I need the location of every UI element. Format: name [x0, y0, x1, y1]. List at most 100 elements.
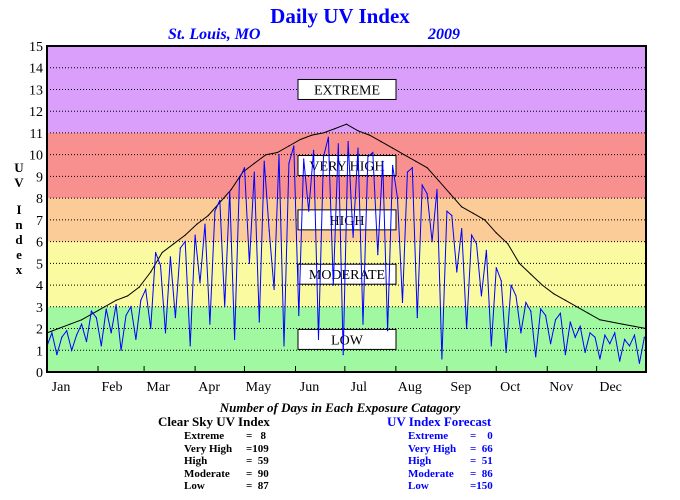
y-axis-label-letter: e: [16, 247, 22, 262]
y-tick-label: 4: [36, 279, 43, 294]
forecast-point: [90, 310, 93, 312]
forecast-point: [441, 358, 443, 360]
clear-sky-point: [299, 138, 302, 141]
clear-sky-point: [518, 262, 520, 264]
forecast-point: [303, 158, 305, 160]
forecast-point: [71, 349, 73, 351]
forecast-point: [327, 136, 329, 138]
forecast-point: [475, 243, 478, 245]
forecast-point: [604, 334, 606, 336]
forecast-point: [599, 358, 601, 360]
forecast-point: [540, 308, 542, 310]
forecast-point: [125, 314, 127, 317]
clear-sky-point: [80, 319, 83, 321]
category-label: VERY HIGH: [309, 160, 384, 175]
clear-sky-point: [184, 234, 186, 236]
y-tick-label: 1: [36, 344, 43, 359]
forecast-point: [401, 301, 404, 304]
forecast-point: [535, 356, 537, 358]
clear-sky-point: [426, 167, 428, 169]
forecast-point: [298, 314, 300, 317]
clear-sky-point: [173, 243, 175, 245]
y-axis-label-letter: x: [15, 262, 23, 277]
forecast-point: [214, 210, 216, 212]
forecast-point: [224, 306, 226, 308]
clear-sky-point: [564, 299, 566, 301]
clear-sky-point: [495, 232, 497, 234]
clear-sky-point: [541, 284, 543, 286]
forecast-point: [643, 336, 645, 338]
clear-sky-point: [311, 134, 313, 136]
clear-sky-point: [622, 323, 624, 325]
forecast-point: [199, 282, 201, 284]
forecast-point: [490, 345, 492, 347]
clear-sky-point: [633, 325, 636, 327]
y-tick-label: 0: [36, 366, 43, 381]
clear-sky-point: [415, 160, 417, 162]
forecast-point: [495, 267, 497, 269]
forecast-line: [46, 137, 645, 364]
clear-sky-point: [610, 321, 613, 323]
forecast-heading: UV Index Forecast: [387, 414, 492, 429]
forecast-point: [337, 143, 339, 145]
forecast-point: [209, 323, 211, 325]
clear-sky-point: [138, 286, 140, 288]
forecast-point: [229, 191, 231, 193]
year-subtitle: 2009: [428, 26, 460, 43]
category-label-box: [297, 78, 397, 100]
x-tick-label: Jul: [351, 380, 367, 395]
clear-sky-point: [115, 299, 117, 301]
forecast-point: [352, 236, 354, 238]
x-tick-label: Aug: [398, 380, 422, 395]
x-tick-label: Sep: [450, 380, 471, 395]
clear-sky-point: [288, 145, 290, 147]
clear-sky-point: [253, 162, 255, 164]
forecast-point: [61, 336, 63, 338]
clear-sky-point: [345, 123, 348, 125]
forecast-point: [105, 308, 107, 310]
forecast-point: [263, 160, 265, 162]
forecast-point: [510, 284, 512, 286]
clear-sky-point: [103, 306, 106, 308]
forecast-point: [411, 167, 413, 169]
category-label: HIGH: [330, 214, 365, 229]
forecast-point: [579, 325, 581, 327]
forecast-point: [342, 354, 344, 356]
forecast-point: [312, 149, 315, 151]
forecast-point: [480, 295, 483, 297]
clear-sky-point: [599, 319, 601, 321]
forecast-point: [633, 334, 636, 336]
clear-sky-row: Moderate = 90: [184, 467, 269, 480]
y-axis-label-letter: n: [15, 217, 23, 232]
forecast-point: [431, 241, 433, 243]
forecast-point: [204, 223, 206, 225]
chart-title: Daily UV Index: [270, 4, 410, 28]
forecast-point: [51, 332, 53, 334]
y-tick-label: 2: [36, 323, 43, 338]
clear-sky-point: [150, 271, 152, 273]
y-tick-label: 10: [29, 149, 43, 164]
forecast-point: [564, 354, 566, 356]
clear-sky-point: [507, 243, 509, 245]
forecast-point: [436, 188, 438, 191]
clear-sky-row: Low = 87: [184, 480, 269, 492]
category-label: MODERATE: [309, 268, 385, 283]
forecast-point: [248, 262, 251, 264]
forecast-point: [130, 306, 132, 308]
forecast-point: [391, 164, 394, 167]
forecast-point: [308, 210, 310, 212]
forecast-point: [145, 288, 147, 291]
forecast-point: [110, 332, 112, 334]
forecast-point: [367, 156, 369, 158]
y-tick-label: 12: [29, 105, 43, 120]
forecast-point: [243, 167, 246, 169]
forecast-point: [100, 345, 102, 347]
forecast-point: [377, 254, 379, 256]
forecast-point: [66, 330, 68, 332]
x-tick-label: Jun: [300, 380, 319, 395]
forecast-point: [273, 288, 275, 291]
clear-sky-point: [230, 188, 232, 191]
x-tick-label: Dec: [599, 380, 622, 395]
forecast-point: [505, 351, 507, 354]
